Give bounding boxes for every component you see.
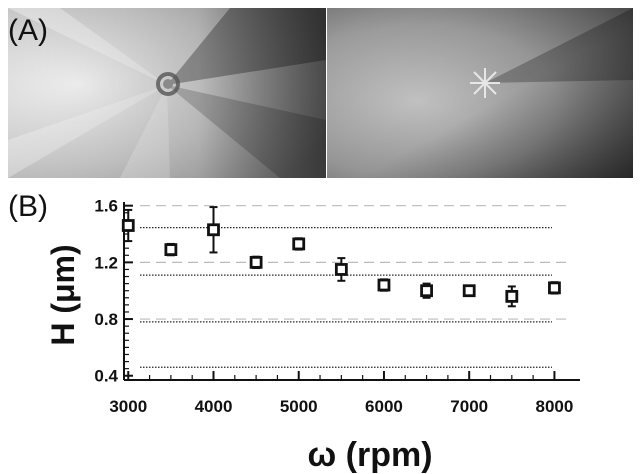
chart: 3000 4000 5000 6000 7000 8000 0.4 0.8 1.2 1.6 ω … [45, 197, 580, 474]
data-point [462, 284, 476, 298]
data-point [420, 284, 433, 298]
data-point [548, 281, 561, 295]
data-point [377, 278, 391, 292]
y-axis-title: H (μm) [45, 244, 81, 345]
data-point [164, 243, 178, 257]
data-points [121, 206, 561, 308]
micrograph-right [327, 8, 633, 178]
x-tick-label: 4000 [195, 397, 233, 416]
data-point [292, 237, 306, 251]
y-tick-label: 1.6 [94, 197, 118, 216]
y-axis-ticks: 0.4 0.8 1.2 1.6 [94, 197, 133, 386]
data-point [249, 255, 263, 269]
y-tick-label: 0.8 [94, 310, 118, 329]
data-point [334, 263, 348, 276]
y-tick-label: 0.4 [94, 367, 118, 386]
star-icon [470, 68, 500, 98]
data-point [207, 223, 220, 237]
micrograph-left [8, 8, 326, 178]
panel-label-b: (B) [8, 190, 48, 223]
x-tick-label: 6000 [365, 397, 403, 416]
data-point [121, 219, 135, 232]
minor-ticks [124, 205, 556, 380]
x-tick-label: 5000 [280, 397, 318, 416]
reference-lines [140, 205, 572, 368]
y-tick-label: 1.2 [94, 253, 118, 272]
data-point [505, 289, 519, 303]
panel-label-a: (A) [8, 14, 48, 47]
x-tick-label: 8000 [536, 397, 574, 416]
x-tick-label: 7000 [450, 397, 488, 416]
x-axis-title: ω (rpm) [307, 436, 432, 474]
x-axis-ticks: 3000 4000 5000 6000 7000 8000 [109, 371, 573, 416]
x-tick-label: 3000 [109, 397, 147, 416]
